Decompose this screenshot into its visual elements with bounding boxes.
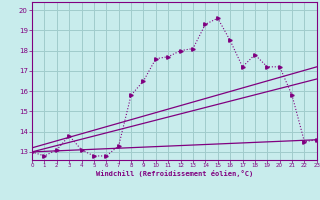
X-axis label: Windchill (Refroidissement éolien,°C): Windchill (Refroidissement éolien,°C)	[96, 170, 253, 177]
